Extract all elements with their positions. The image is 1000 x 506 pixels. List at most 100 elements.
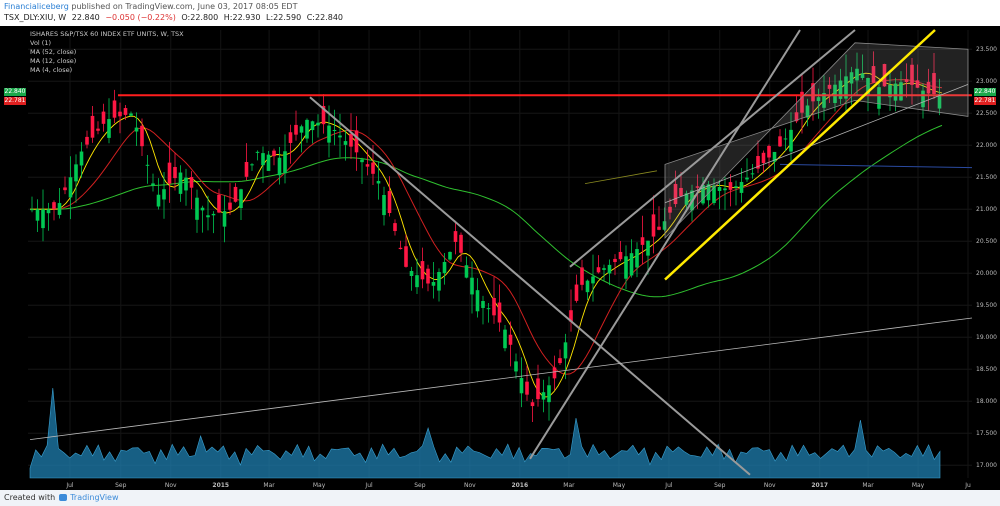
candle-body: [283, 151, 287, 174]
candle-body: [272, 150, 276, 157]
candle-body: [195, 197, 199, 220]
candle-body: [646, 240, 650, 256]
candle-body: [398, 247, 403, 250]
resistance-price-tag: 22.781: [974, 97, 996, 105]
candle-body: [739, 181, 744, 193]
candle-body: [189, 177, 194, 188]
candle-body: [151, 183, 155, 186]
candle-body: [448, 251, 452, 260]
candle-body: [255, 151, 260, 153]
channel-midline: [664, 84, 969, 204]
candle-body: [596, 267, 601, 273]
candle-body: [712, 185, 716, 204]
last-close: 22.840: [71, 13, 100, 22]
y-tick-label: 17.000: [976, 462, 997, 469]
candle-body: [921, 90, 925, 108]
candle-body: [382, 195, 386, 216]
candle-body: [772, 151, 777, 162]
candle-body: [558, 358, 562, 364]
candle-body: [778, 136, 782, 147]
candle-body: [233, 186, 238, 202]
candle-body: [46, 209, 51, 214]
x-tick-label: 2015: [212, 482, 229, 489]
candle-body: [162, 189, 166, 200]
candle-body: [79, 151, 84, 166]
candle-body: [112, 100, 117, 118]
candle-body: [827, 84, 832, 89]
candle-body: [800, 91, 804, 113]
candle-body: [354, 130, 359, 153]
high-value: H:22.930: [223, 13, 261, 22]
candle-body: [118, 111, 122, 117]
legend-ma12: MA (12, close): [30, 57, 77, 65]
candle-body: [200, 207, 205, 211]
low-value: L:22.590: [266, 13, 302, 22]
candle-body: [475, 290, 480, 312]
ohlc-readout: TSX_DLY:XIU, W 22.840 −0.050 (−0.22%) O:…: [4, 13, 346, 22]
x-tick-label: Ju: [964, 482, 971, 489]
tradingview-logo-icon: [59, 494, 68, 501]
candle-body: [101, 111, 106, 124]
candle-body: [728, 182, 733, 190]
candle-body: [574, 284, 579, 301]
candle-body: [563, 342, 568, 359]
candle-body: [519, 378, 524, 394]
candle-body: [134, 127, 139, 132]
candle-body: [178, 172, 183, 194]
candle-body: [387, 191, 392, 214]
candle-body: [294, 124, 298, 135]
candle-body: [915, 80, 920, 88]
price-chart-svg[interactable]: 17.000 17.500 18.000 18.500 19.000 19.500 20.0…: [0, 26, 1000, 490]
x-tick-label: May: [313, 482, 326, 489]
chart-header: Financialiceberg published on TradingVie…: [0, 0, 1000, 27]
candle-body: [156, 194, 161, 207]
candle-body: [789, 129, 793, 152]
candle-body: [327, 125, 331, 143]
candle-body: [481, 301, 485, 308]
candle-body: [602, 268, 606, 270]
downtrend-line: [309, 96, 751, 476]
legend-title: ISHARES S&P/TSX 60 INDEX ETF UNITS, W, T…: [30, 30, 184, 38]
candle-body: [838, 80, 843, 99]
legend-vol: Vol (1): [30, 39, 51, 47]
y-tick-label: 19.500: [976, 302, 997, 309]
candle-body: [35, 209, 40, 221]
x-tick-label: Mar: [862, 482, 874, 489]
tradingview-link[interactable]: TradingView: [70, 493, 119, 502]
candle-body: [415, 275, 419, 288]
candle-body: [910, 64, 914, 85]
candle-body: [310, 121, 315, 131]
candle-body: [613, 258, 617, 263]
candle-body: [239, 189, 243, 209]
current-price-tag-left: 22.840: [4, 88, 26, 96]
candle-body: [41, 209, 45, 229]
candle-body: [761, 152, 766, 164]
candle-body: [486, 308, 491, 310]
candle-body: [756, 156, 760, 169]
price-channel: [664, 42, 969, 239]
candle-body: [343, 141, 348, 145]
candle-body: [525, 381, 529, 395]
candle-body: [585, 280, 590, 293]
candle-body: [140, 125, 144, 147]
chart-area[interactable]: 17.000 17.500 18.000 18.500 19.000 19.500 20.0…: [0, 26, 1000, 490]
candle-body: [822, 93, 826, 108]
y-tick-label: 22.000: [976, 142, 997, 149]
candle-body: [811, 83, 815, 102]
candle-body: [849, 72, 854, 84]
candle-body: [893, 83, 898, 101]
candle-body: [794, 112, 799, 122]
candle-body: [635, 249, 639, 268]
author-link[interactable]: Financialiceberg: [4, 2, 69, 11]
candle-body: [316, 122, 320, 126]
ma4-line: [30, 72, 943, 398]
candle-body: [244, 161, 249, 177]
candle-body: [217, 194, 221, 213]
candle-body: [74, 164, 78, 182]
candle-body: [90, 115, 95, 138]
candle-body: [569, 310, 573, 322]
x-tick-label: 2017: [811, 482, 828, 489]
candle-body: [266, 154, 271, 171]
x-tick-label: Sep: [714, 482, 726, 489]
candle-body: [844, 76, 848, 99]
